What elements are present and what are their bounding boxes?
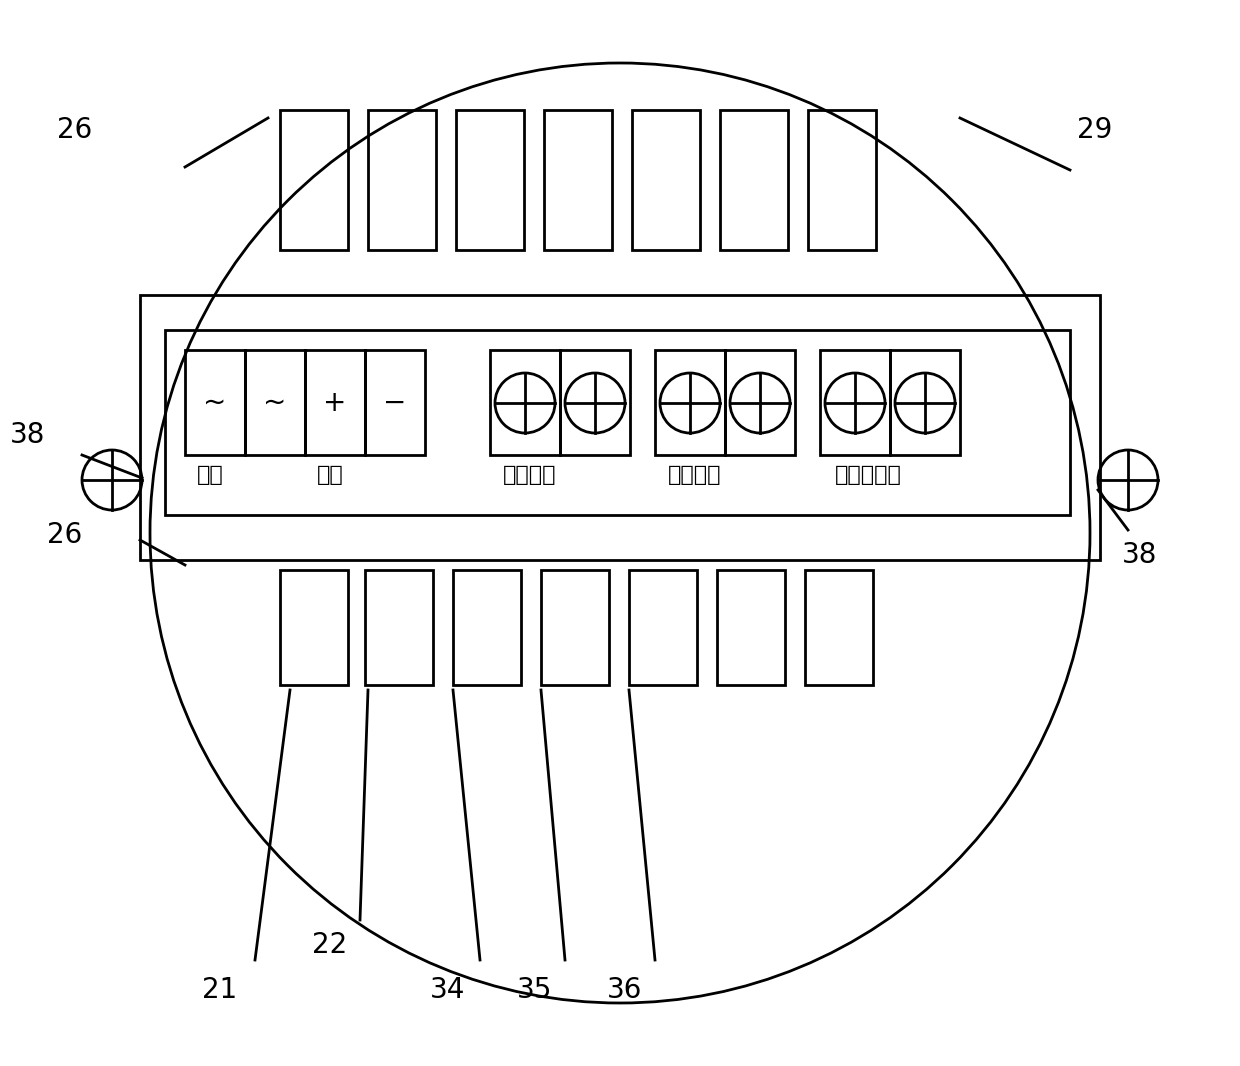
Text: +: + <box>324 389 347 417</box>
Bar <box>808 110 875 251</box>
Bar <box>140 295 1100 560</box>
Text: 29: 29 <box>1078 116 1112 144</box>
Bar <box>541 570 609 685</box>
Bar <box>305 350 365 455</box>
Bar <box>365 350 425 455</box>
Bar <box>185 350 246 455</box>
Bar <box>717 570 785 685</box>
Bar <box>456 110 525 251</box>
Text: 输入: 输入 <box>197 465 223 485</box>
Bar <box>805 570 873 685</box>
Text: 35: 35 <box>517 976 553 1004</box>
Text: 容量不足: 容量不足 <box>668 465 722 485</box>
Text: 38: 38 <box>10 421 46 449</box>
Bar <box>629 570 697 685</box>
Text: 34: 34 <box>430 976 466 1004</box>
Text: 外接控制点: 外接控制点 <box>835 465 901 485</box>
Bar <box>820 350 890 455</box>
Bar <box>490 350 560 455</box>
Text: 38: 38 <box>1122 542 1158 569</box>
Bar <box>280 110 348 251</box>
Text: 22: 22 <box>312 931 347 959</box>
Bar <box>632 110 701 251</box>
Bar <box>368 110 436 251</box>
Bar <box>890 350 960 455</box>
Bar <box>165 330 1070 515</box>
Text: 21: 21 <box>202 976 238 1004</box>
Bar <box>544 110 613 251</box>
Text: 输出: 输出 <box>316 465 343 485</box>
Text: ~: ~ <box>263 389 286 417</box>
Bar <box>453 570 521 685</box>
Text: 26: 26 <box>57 116 93 144</box>
Bar <box>560 350 630 455</box>
Bar <box>725 350 795 455</box>
Bar <box>280 570 348 685</box>
Bar <box>720 110 787 251</box>
Text: 26: 26 <box>47 521 83 549</box>
Text: ~: ~ <box>203 389 227 417</box>
Bar <box>246 350 305 455</box>
Text: 电压不足: 电压不足 <box>503 465 557 485</box>
Text: −: − <box>383 389 407 417</box>
Bar <box>365 570 433 685</box>
Bar <box>655 350 725 455</box>
Text: 36: 36 <box>608 976 642 1004</box>
